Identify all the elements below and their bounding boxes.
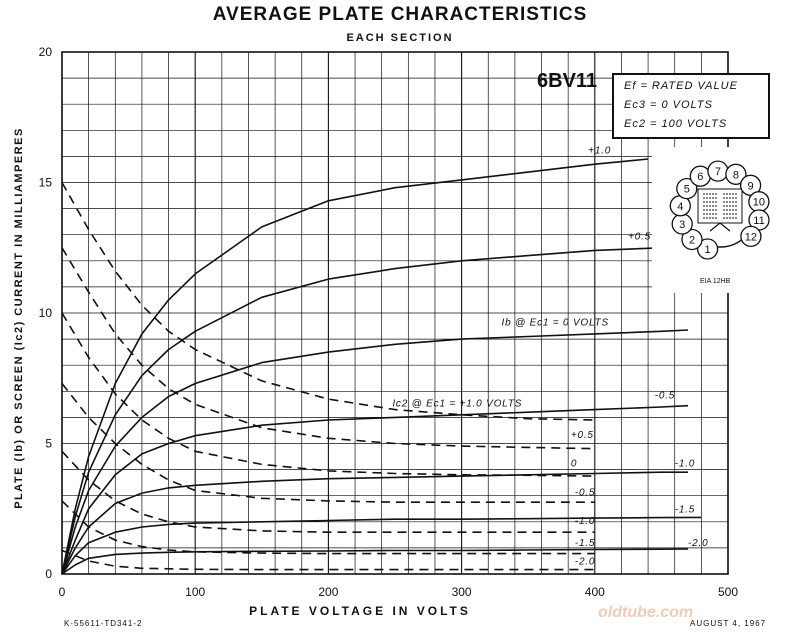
plate-current-curve	[61, 548, 689, 575]
x-tick-label: 500	[718, 585, 738, 599]
plate-current-curve	[61, 158, 649, 575]
x-tick-label: 100	[185, 585, 205, 599]
screen-current-curve	[61, 247, 595, 450]
condition-heater: Ef = RATED VALUE	[624, 80, 738, 92]
pin-number: 12	[745, 231, 757, 243]
plate-current-curve	[61, 329, 689, 575]
condition-grid3: Ec3 = 0 VOLTS	[624, 99, 713, 111]
pin-number: 3	[679, 219, 685, 231]
x-tick-label: 0	[59, 585, 66, 599]
curve-label: -2.0	[688, 538, 708, 549]
curve-label: -1.0	[675, 459, 695, 470]
plate-current-curve	[61, 471, 688, 575]
curve-label: -2.0	[575, 556, 595, 567]
curve-label: +0.5	[628, 232, 651, 243]
y-tick-label: 15	[39, 176, 53, 190]
y-tick-label: 0	[45, 567, 52, 581]
x-tick-label: 300	[452, 585, 472, 599]
y-tick-label: 5	[45, 437, 52, 451]
curve-label: Ib @ Ec1 = 0 VOLTS	[502, 318, 609, 329]
electrode-structure	[697, 188, 743, 232]
screen-current-curve	[61, 549, 595, 571]
curve-label: -1.5	[675, 504, 695, 515]
pin-number: 10	[753, 197, 765, 209]
plate-current-curve	[61, 404, 689, 575]
x-tick-label: 200	[318, 585, 338, 599]
plate-current-curve	[61, 516, 702, 575]
document-id: K-55611-TD341-2	[64, 619, 143, 628]
page-subtitle: EACH SECTION	[346, 32, 454, 44]
curve-label: -1.5	[575, 538, 595, 549]
curve-label: 0	[571, 459, 577, 470]
pin-number: 8	[733, 169, 739, 181]
pin-number: 6	[697, 171, 703, 183]
document-date: AUGUST 4, 1967	[690, 619, 767, 628]
y-axis-label: PLATE (Ib) OR SCREEN (Ic2) CURRENT IN MI…	[13, 127, 25, 509]
screen-current-curve	[61, 500, 595, 555]
pin-number: 11	[753, 215, 764, 227]
curve-labels: +1.0 +0.5 Ib @ Ec1 = 0 VOLTS -0.5 -1.0 -1.5 -2…	[392, 145, 708, 567]
screen-current-curve	[61, 450, 595, 534]
pin-circle	[696, 238, 719, 260]
plate-current-curve	[61, 247, 662, 575]
conditions-box: Ef = RATED VALUE Ec3 = 0 VOLTS Ec2 = 100…	[612, 73, 770, 139]
watermark: oldtube.com	[598, 604, 694, 621]
y-tick-label: 10	[39, 306, 53, 320]
y-tick-label: 20	[39, 45, 53, 59]
screen-current-curve	[61, 182, 595, 421]
page-title: AVERAGE PLATE CHARACTERISTICS	[212, 4, 588, 25]
pin-number: 2	[689, 235, 695, 247]
pin-circle	[676, 177, 698, 200]
x-tick-label: 400	[585, 585, 605, 599]
pin-number: 4	[677, 201, 683, 213]
curve-label: +1.0	[588, 145, 611, 156]
screen-current-curve	[61, 383, 595, 504]
curve-label: -0.5	[655, 391, 675, 402]
curve-label: Ic2 @ Ec1 = +1.0 VOLTS	[392, 399, 522, 410]
x-axis-label: PLATE VOLTAGE IN VOLTS	[249, 604, 471, 618]
pin-number: 7	[715, 166, 721, 178]
curve-label: -1.0	[575, 516, 595, 527]
heater	[709, 222, 731, 232]
pin-number: 9	[748, 180, 754, 192]
curve-label: +0.5	[571, 430, 594, 441]
pin-circle	[740, 225, 762, 248]
pin-number: 1	[705, 244, 711, 256]
curves	[61, 158, 702, 575]
tube-type-label: 6BV11	[537, 70, 598, 92]
pin-circle	[725, 163, 747, 185]
curve-label: -0.5	[575, 487, 595, 498]
screen-current-curve	[61, 312, 595, 477]
grid	[61, 51, 729, 575]
pin-circle	[681, 228, 703, 251]
basing-code: EIA 12HB	[700, 278, 731, 285]
pin-number: 5	[684, 184, 690, 196]
condition-screen: Ec2 = 100 VOLTS	[624, 118, 728, 130]
